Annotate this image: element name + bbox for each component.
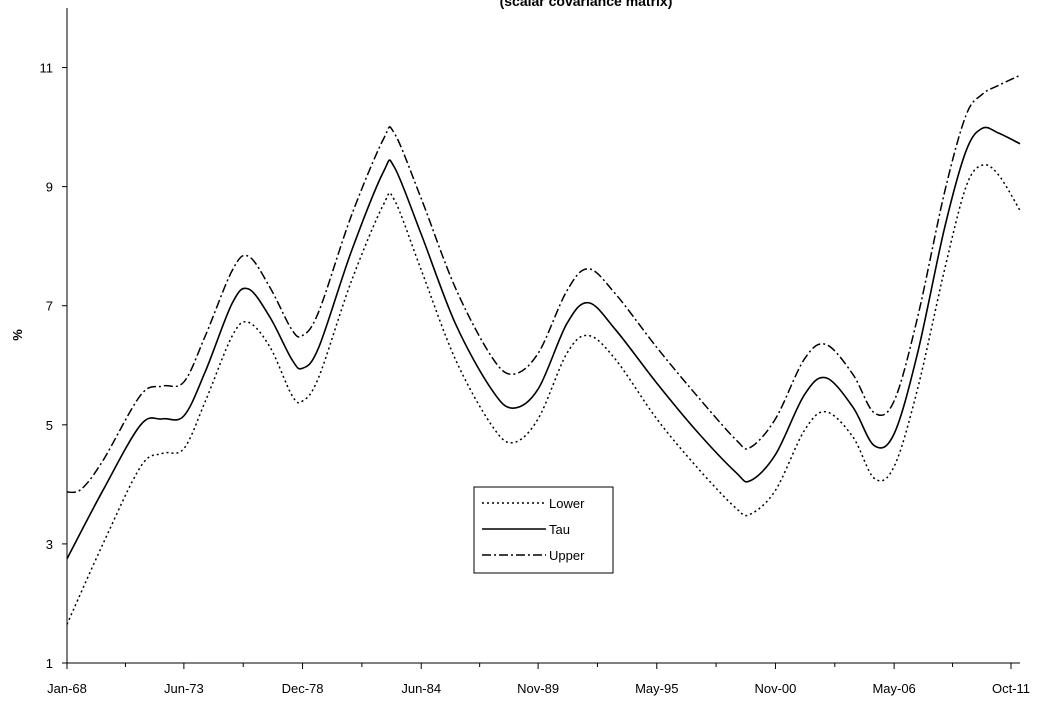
x-tick-label: Jun-84 <box>401 681 441 696</box>
legend-label-lower: Lower <box>549 496 585 511</box>
legend-label-tau: Tau <box>549 522 570 537</box>
series-layer <box>66 74 1021 625</box>
x-tick-label: May-95 <box>635 681 678 696</box>
y-tick-label: 9 <box>46 180 53 195</box>
y-tick-label: 11 <box>40 61 54 76</box>
x-tick-label: May-06 <box>872 681 915 696</box>
legend-label-upper: Upper <box>549 548 585 563</box>
x-tick-label: Nov-89 <box>517 681 559 696</box>
x-tick-label: Dec-78 <box>282 681 324 696</box>
chart-title: (scalar covariance matrix) <box>500 0 673 9</box>
y-tick-label: 3 <box>46 537 53 552</box>
legend: Lower Tau Upper <box>473 486 614 574</box>
y-tick-label: 1 <box>46 656 53 671</box>
y-axis-label: % <box>10 329 25 341</box>
x-tick-label: Jan-68 <box>47 681 87 696</box>
series-line-tau <box>66 126 1021 560</box>
x-tick-label: Nov-00 <box>754 681 796 696</box>
y-tick-label: 7 <box>46 299 53 314</box>
x-tick-label: Oct-11 <box>992 681 1030 696</box>
axes-layer: 1 3 5 7 9 11 Jan-68 Jun-73 Dec-78 Jun-84 Nov-89 May… <box>40 8 1030 696</box>
legend-box <box>473 486 614 574</box>
series-line-upper <box>66 74 1021 494</box>
y-tick-label: 5 <box>46 418 53 433</box>
x-tick-label: Jun-73 <box>164 681 204 696</box>
